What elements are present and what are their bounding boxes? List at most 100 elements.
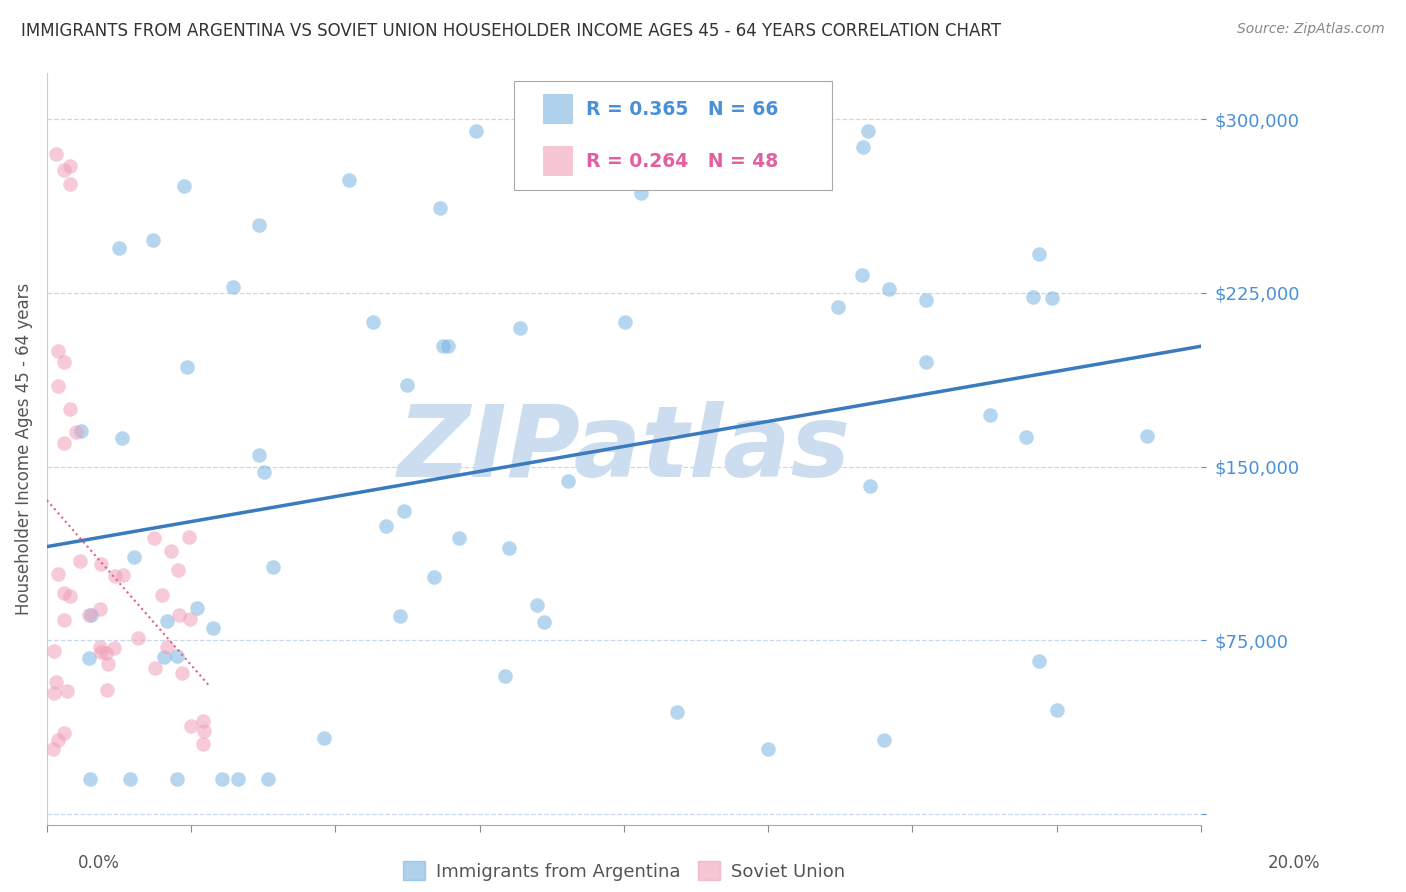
Point xyxy=(46,566,69,581)
Point xyxy=(143,531,166,545)
Point xyxy=(851,268,873,283)
Point xyxy=(494,669,516,683)
Point xyxy=(53,355,76,369)
Point xyxy=(827,300,849,314)
Point xyxy=(1028,654,1050,668)
Point xyxy=(52,586,75,600)
Point xyxy=(118,772,141,786)
Point xyxy=(613,315,636,329)
Text: ZIPatlas: ZIPatlas xyxy=(398,401,851,498)
Point xyxy=(432,339,454,353)
Point xyxy=(89,601,111,615)
Point xyxy=(447,531,470,545)
Point xyxy=(69,554,91,568)
Point xyxy=(53,436,76,450)
Point xyxy=(166,772,188,786)
Point xyxy=(222,279,245,293)
Point xyxy=(59,177,82,191)
Text: R = 0.365   N = 66: R = 0.365 N = 66 xyxy=(586,101,778,120)
Point xyxy=(172,665,194,680)
Point xyxy=(79,772,101,786)
Point xyxy=(59,159,82,173)
Point xyxy=(176,359,198,374)
Point xyxy=(915,355,938,369)
Point xyxy=(756,742,779,756)
Point xyxy=(143,661,166,675)
Point xyxy=(191,738,214,752)
Point xyxy=(526,599,548,613)
Point xyxy=(94,646,117,660)
Point xyxy=(52,613,75,627)
Point xyxy=(395,377,418,392)
Point xyxy=(96,682,118,697)
Point xyxy=(45,147,67,161)
Point xyxy=(337,173,360,187)
Point xyxy=(630,186,652,201)
Point xyxy=(56,683,79,698)
Point xyxy=(509,320,531,334)
Point xyxy=(1014,430,1036,444)
Point xyxy=(179,530,201,544)
Point xyxy=(179,612,201,626)
Point xyxy=(156,640,179,654)
Point xyxy=(429,201,451,215)
Point xyxy=(557,475,579,489)
Point xyxy=(249,218,271,232)
Point xyxy=(872,732,894,747)
Point xyxy=(150,588,173,602)
Point xyxy=(1028,246,1050,260)
Text: R = 0.264   N = 48: R = 0.264 N = 48 xyxy=(586,153,778,171)
Point xyxy=(97,657,120,671)
Point xyxy=(153,649,176,664)
Point xyxy=(465,124,488,138)
Point xyxy=(375,519,398,533)
Point xyxy=(173,179,195,194)
Point xyxy=(717,124,740,138)
Point xyxy=(166,649,188,664)
Point xyxy=(193,724,215,739)
FancyBboxPatch shape xyxy=(515,80,831,190)
Point xyxy=(48,378,70,392)
Point xyxy=(48,732,70,747)
Point xyxy=(65,425,87,439)
Point xyxy=(167,608,190,623)
Point xyxy=(108,241,131,255)
Point xyxy=(41,742,63,756)
FancyBboxPatch shape xyxy=(543,146,572,175)
Point xyxy=(1022,290,1045,304)
Text: Source: ZipAtlas.com: Source: ZipAtlas.com xyxy=(1237,22,1385,37)
Point xyxy=(423,570,446,584)
Point xyxy=(180,719,202,733)
FancyBboxPatch shape xyxy=(543,94,572,122)
Point xyxy=(77,650,100,665)
Text: IMMIGRANTS FROM ARGENTINA VS SOVIET UNION HOUSEHOLDER INCOME AGES 45 - 64 YEARS : IMMIGRANTS FROM ARGENTINA VS SOVIET UNIO… xyxy=(21,22,1001,40)
Point xyxy=(156,614,179,628)
Point xyxy=(226,772,249,786)
Point xyxy=(122,550,145,565)
Point xyxy=(191,714,214,729)
Point xyxy=(1136,428,1159,442)
Point xyxy=(388,609,411,624)
Point xyxy=(90,557,112,571)
Point xyxy=(262,559,284,574)
Point xyxy=(1040,291,1063,305)
Point xyxy=(979,408,1001,422)
Point xyxy=(58,590,80,604)
Point xyxy=(89,640,111,654)
Point xyxy=(859,478,882,492)
Point xyxy=(42,686,65,700)
Point xyxy=(127,632,149,646)
Legend: Immigrants from Argentina, Soviet Union: Immigrants from Argentina, Soviet Union xyxy=(396,855,852,888)
Point xyxy=(211,772,233,786)
Point xyxy=(142,233,165,247)
Point xyxy=(53,726,76,740)
Point xyxy=(48,343,70,358)
Point xyxy=(80,607,103,622)
Point xyxy=(59,401,82,416)
Point xyxy=(498,541,520,555)
Y-axis label: Householder Income Ages 45 - 64 years: Householder Income Ages 45 - 64 years xyxy=(15,283,32,615)
Point xyxy=(1046,703,1069,717)
Point xyxy=(160,544,183,558)
Point xyxy=(877,282,900,296)
Text: 0.0%: 0.0% xyxy=(77,855,120,872)
